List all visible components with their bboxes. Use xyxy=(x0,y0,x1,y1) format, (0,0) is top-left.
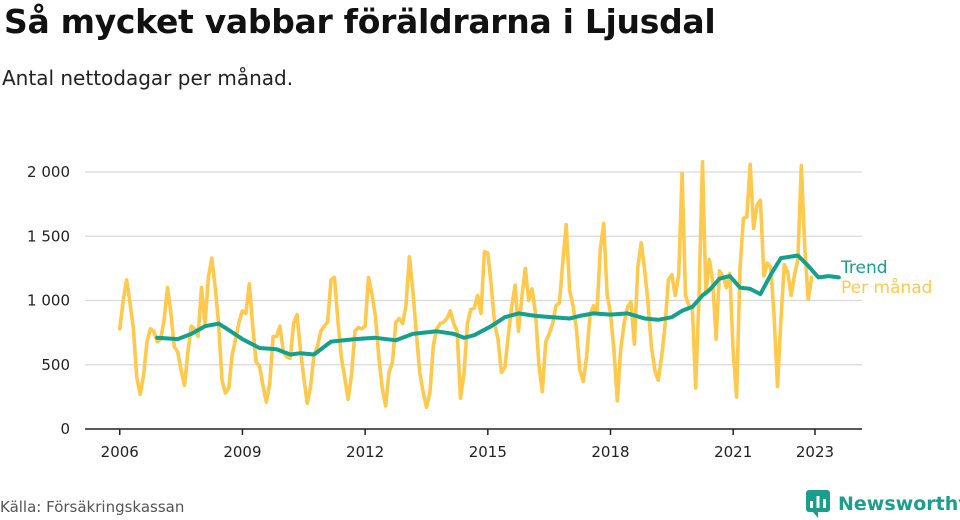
legend-per-manad: Per månad xyxy=(841,277,932,298)
x-tick-label: 2015 xyxy=(469,443,507,461)
y-tick-label: 1 000 xyxy=(27,292,70,310)
y-tick-label: 0 xyxy=(60,420,70,438)
x-tick-label: 2012 xyxy=(346,443,384,461)
source-note: Källa: Försäkringskassan xyxy=(0,498,185,516)
x-tick-label: 2021 xyxy=(714,443,752,461)
bar-chart-logo-icon xyxy=(806,490,830,518)
x-axis: 2006 2009 2012 2015 2018 2021 2023 xyxy=(85,428,862,461)
brand-logo[interactable]: Newsworthy xyxy=(806,490,960,518)
page-subtitle: Antal nettodagar per månad. xyxy=(2,66,294,90)
x-tick-label: 2009 xyxy=(223,443,261,461)
y-tick-label: 2 000 xyxy=(27,163,70,181)
brand-name: Newsworthy xyxy=(838,493,960,515)
legend-trend: Trend xyxy=(840,258,888,278)
y-tick-label: 1 500 xyxy=(27,227,70,245)
x-tick-label: 2018 xyxy=(591,443,629,461)
y-tick-label: 500 xyxy=(41,356,70,374)
y-axis-labels: 0 500 1 000 1 500 2 000 xyxy=(27,163,70,438)
series-line-per-manad xyxy=(118,159,814,409)
x-tick-label: 2006 xyxy=(101,443,139,461)
series-line-trend xyxy=(155,253,841,357)
page-title: Så mycket vabbar föräldrarna i Ljusdal xyxy=(4,2,716,41)
series-lines xyxy=(118,159,841,409)
x-tick-label: 2023 xyxy=(796,443,834,461)
